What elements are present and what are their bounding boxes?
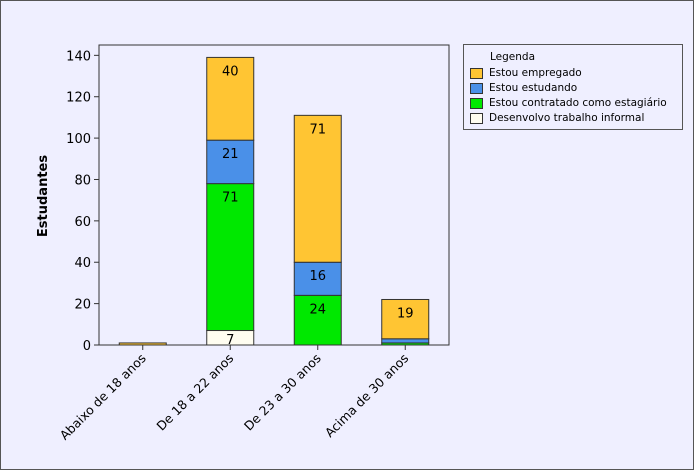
legend-swatch (470, 68, 483, 79)
bar-value-label: 40 (222, 64, 239, 79)
y-tick-label: 0 (83, 339, 91, 354)
legend-item-empregado: Estou empregado (470, 66, 678, 81)
bar-value-label: 7 (226, 333, 234, 348)
y-tick-label: 40 (74, 256, 91, 271)
legend-label: Desenvolvo trabalho informal (489, 112, 645, 124)
x-category-label: Acima de 30 anos (322, 351, 412, 441)
legend-item-informal: Desenvolvo trabalho informal (470, 111, 678, 126)
y-tick-label: 120 (66, 91, 91, 106)
y-tick-label: 20 (74, 298, 91, 313)
bar-value-label: 71 (222, 191, 239, 206)
bar-segment (206, 183, 255, 332)
bars-group (118, 56, 430, 346)
bar-value-label: 21 (222, 147, 239, 162)
bar-segment (118, 342, 167, 346)
legend-item-estudando: Estou estudando (470, 81, 678, 96)
legend-swatch (470, 83, 483, 94)
bar-value-label: 71 (309, 122, 326, 137)
legend-title: Legenda (490, 51, 536, 63)
legend-swatch (470, 113, 483, 124)
bar-segment (293, 114, 342, 263)
plot-area (98, 44, 450, 346)
y-tick-label: 60 (74, 215, 91, 230)
data-labels-group: 7 71 21 40 24 16 71 19 (222, 64, 414, 348)
x-category-label: Abaixo de 18 anos (57, 351, 149, 443)
bar-segment (206, 139, 255, 185)
bar-segment (293, 261, 342, 296)
bar-value-label: 16 (309, 269, 326, 284)
legend-label: Estou estudando (489, 82, 578, 94)
x-category-label: De 23 a 30 anos (241, 351, 324, 434)
bar-segment (206, 56, 255, 141)
y-tick-label: 100 (66, 132, 91, 147)
x-category-label: De 18 a 22 anos (153, 351, 236, 434)
y-tick-label: 80 (74, 173, 91, 188)
legend: Legenda Estou empregado Estou estudando … (463, 44, 683, 130)
bar-segment (381, 338, 430, 344)
legend-label: Estou contratado como estagiário (489, 97, 667, 109)
legend-item-estagiario: Estou contratado como estagiário (470, 96, 678, 111)
y-tick-label: 140 (66, 49, 91, 64)
x-axis: Abaixo de 18 anos De 18 a 22 anos De 23 a … (57, 345, 412, 443)
bar-segment (381, 298, 430, 340)
y-axis: 0 20 40 60 80 100 120 140 (66, 49, 99, 354)
legend-label: Estou empregado (489, 67, 582, 79)
bar-value-label: 19 (397, 306, 414, 321)
legend-swatch (470, 98, 483, 109)
bar-value-label: 24 (309, 302, 326, 317)
y-axis-title: Estudantes (36, 155, 51, 237)
